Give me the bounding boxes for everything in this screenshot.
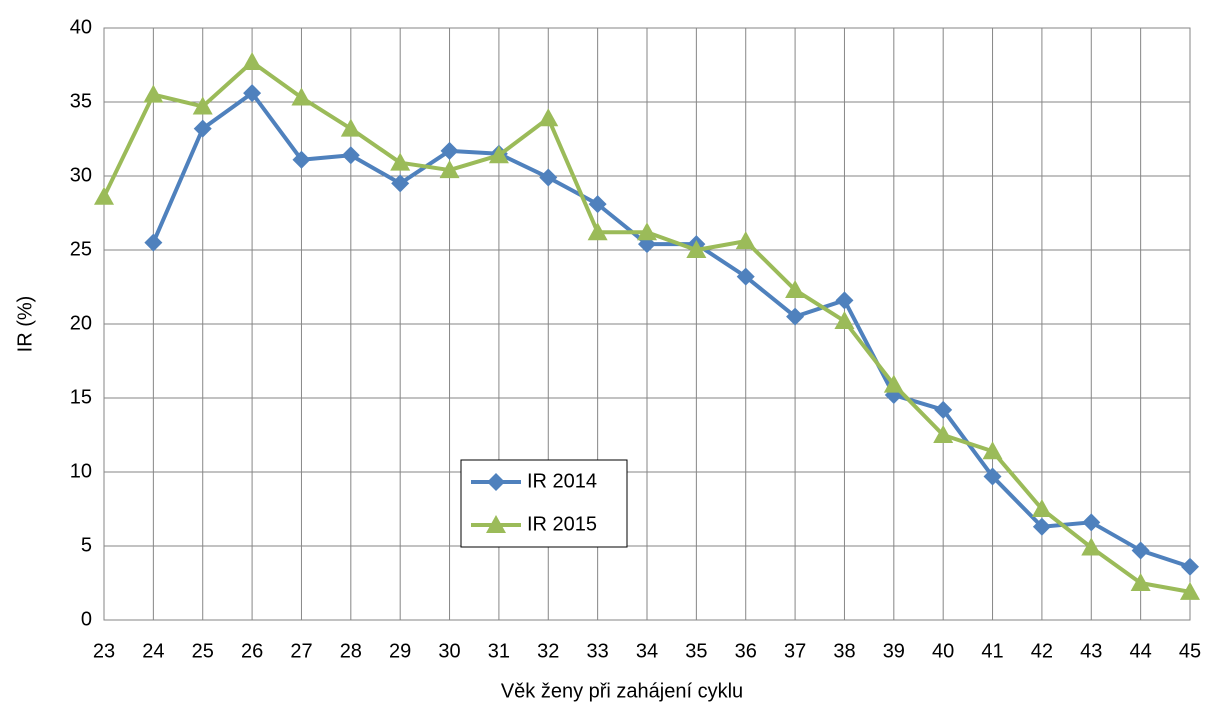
marker (934, 400, 953, 419)
marker (1032, 517, 1051, 536)
marker (292, 150, 311, 169)
x-tick-label: 45 (1179, 640, 1201, 662)
marker (340, 118, 361, 137)
y-tick-label: 10 (70, 460, 92, 482)
marker (834, 311, 855, 330)
marker (933, 425, 954, 443)
marker (144, 233, 163, 252)
marker (587, 222, 608, 241)
marker (538, 108, 559, 127)
marker (488, 145, 509, 164)
x-tick-label: 32 (537, 640, 559, 662)
y-tick-label: 5 (81, 534, 92, 556)
x-tick-label: 37 (784, 640, 806, 662)
marker (487, 473, 505, 491)
y-tick-label: 30 (70, 164, 92, 186)
marker (391, 174, 410, 193)
marker (291, 87, 312, 106)
marker (1081, 537, 1102, 556)
x-tick-label: 24 (142, 640, 164, 662)
x-tick-label: 38 (833, 640, 855, 662)
marker (1180, 581, 1200, 600)
x-tick-label: 36 (735, 640, 757, 662)
x-tick-label: 43 (1080, 640, 1102, 662)
legend-label: IR 2015 (527, 513, 597, 535)
marker (242, 52, 263, 71)
marker (1181, 557, 1199, 576)
marker (439, 160, 460, 179)
x-tick-label: 30 (438, 640, 460, 662)
x-tick-label: 35 (685, 640, 707, 662)
x-tick-label: 29 (389, 640, 411, 662)
marker (835, 291, 854, 310)
y-tick-label: 0 (81, 608, 92, 630)
marker (1130, 573, 1151, 591)
marker (143, 84, 164, 103)
x-tick-label: 23 (93, 640, 115, 662)
x-tick-label: 39 (883, 640, 905, 662)
marker (1031, 499, 1052, 517)
marker (440, 141, 459, 160)
marker (1131, 541, 1150, 560)
marker (735, 231, 756, 250)
marker (982, 441, 1003, 460)
marker (785, 279, 806, 298)
x-tick-label: 34 (636, 640, 658, 662)
marker (94, 186, 114, 205)
series-line (151, 91, 1191, 569)
y-tick-label: 25 (70, 238, 92, 260)
marker (686, 240, 707, 258)
y-tick-label: 20 (70, 312, 92, 334)
x-tick-label: 40 (932, 640, 954, 662)
marker (486, 515, 506, 533)
legend-label: IR 2014 (527, 470, 597, 492)
x-tick-label: 42 (1031, 640, 1053, 662)
x-tick-label: 28 (340, 640, 362, 662)
x-tick-label: 25 (192, 640, 214, 662)
marker (736, 267, 755, 286)
marker (341, 146, 360, 165)
y-tick-label: 35 (70, 90, 92, 112)
y-tick-label: 40 (70, 16, 92, 38)
marker (193, 119, 212, 138)
x-tick-label: 33 (587, 640, 609, 662)
marker (243, 84, 262, 103)
marker (786, 307, 805, 326)
marker (192, 96, 213, 115)
marker (588, 195, 607, 214)
x-tick-label: 31 (488, 640, 510, 662)
x-tick-label: 41 (981, 640, 1003, 662)
x-axis-label: Věk ženy při zahájení cyklu (501, 680, 743, 702)
plot-border (103, 27, 1191, 621)
marker (539, 168, 558, 187)
y-tick-label: 15 (70, 386, 92, 408)
marker (1082, 513, 1101, 532)
x-tick-label: 44 (1130, 640, 1152, 662)
marker (637, 222, 657, 241)
x-tick-label: 27 (290, 640, 312, 662)
marker (983, 467, 1002, 486)
x-tick-label: 26 (241, 640, 263, 662)
marker (883, 374, 904, 393)
y-axis-label: IR (%) (14, 296, 36, 353)
marker (390, 152, 411, 171)
